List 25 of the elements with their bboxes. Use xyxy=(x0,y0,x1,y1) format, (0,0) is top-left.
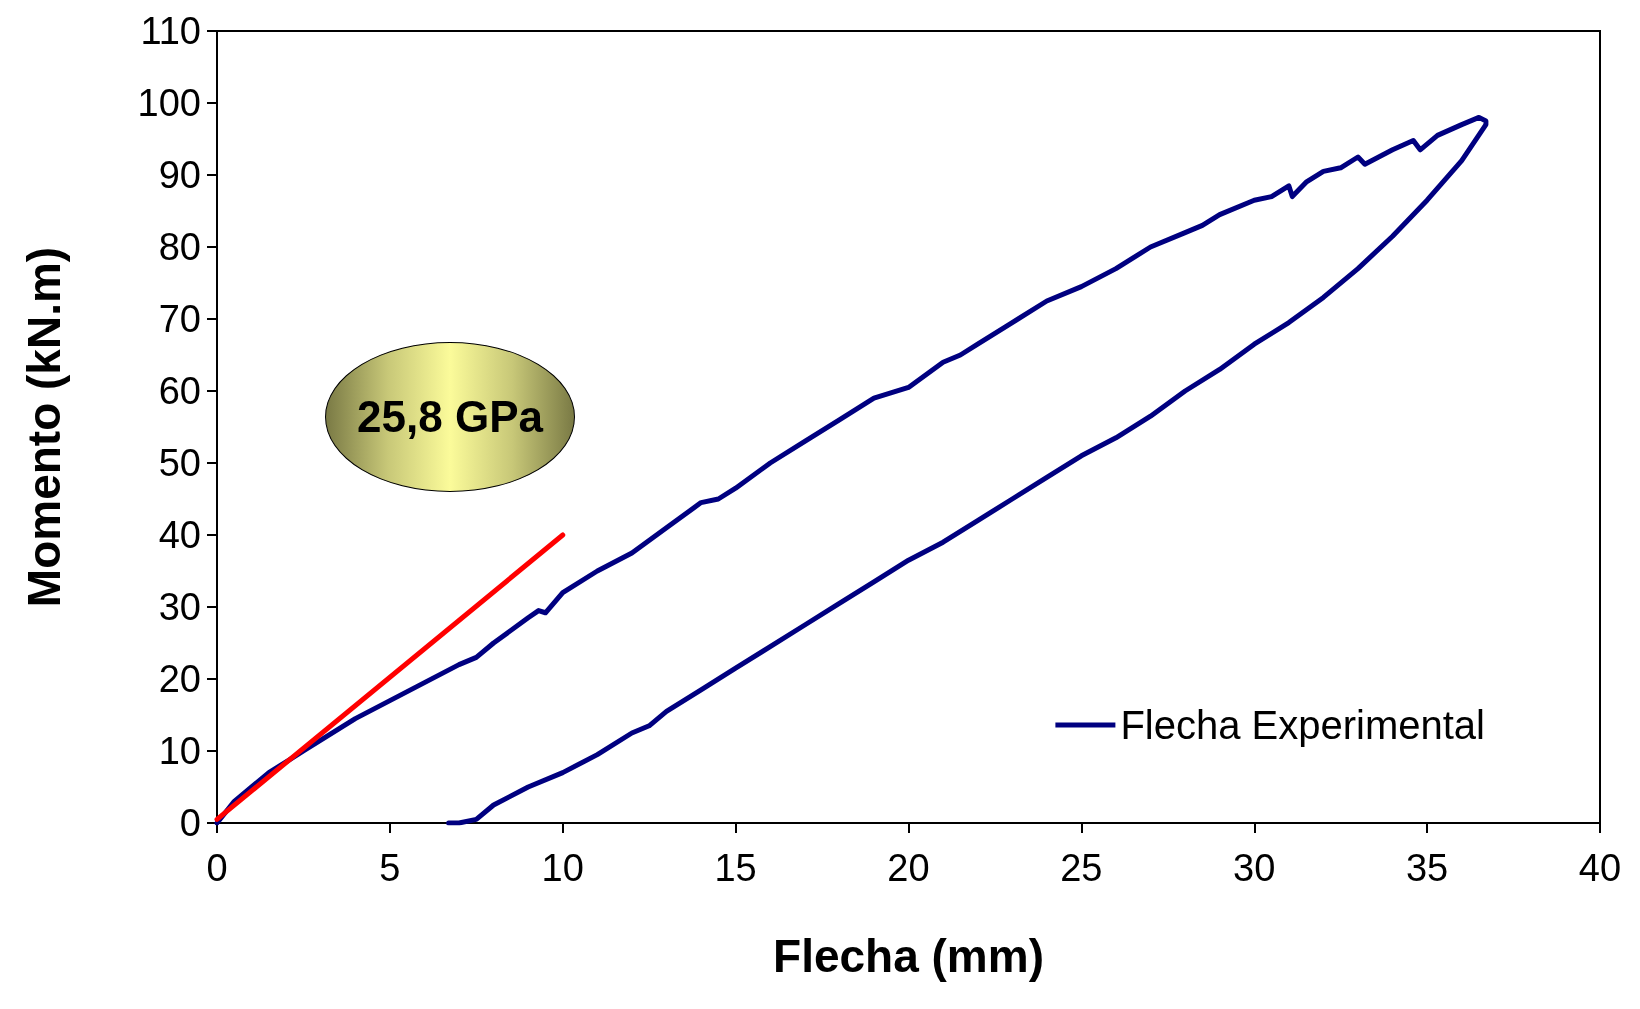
y-tick-label: 40 xyxy=(158,514,201,556)
y-tick-label: 110 xyxy=(140,10,201,52)
y-tick-label: 100 xyxy=(137,82,201,124)
y-tick-label: 70 xyxy=(158,298,201,340)
x-tick-label: 40 xyxy=(1578,847,1622,889)
y-tick-label: 50 xyxy=(158,442,201,484)
y-axis-title: Momento (kN.m) xyxy=(18,246,70,608)
y-tick-label: 60 xyxy=(158,370,201,412)
x-axis-title: Flecha (mm) xyxy=(773,930,1044,982)
x-tick-label: 5 xyxy=(379,847,401,889)
x-tick-label: 20 xyxy=(887,847,930,889)
x-tick-label: 0 xyxy=(206,847,228,889)
y-tick-label: 10 xyxy=(158,730,201,772)
y-tick-label: 0 xyxy=(179,802,201,844)
ellipse-badge: 25,8 GPa xyxy=(325,342,575,492)
x-tick-label: 30 xyxy=(1233,847,1276,889)
legend-label: Flecha Experimental xyxy=(1120,703,1485,747)
y-tick-label: 20 xyxy=(158,658,201,700)
x-tick-label: 35 xyxy=(1405,847,1449,889)
y-tick-label: 80 xyxy=(158,226,201,268)
y-tick-label: 90 xyxy=(158,154,201,196)
x-tick-label: 10 xyxy=(541,847,584,889)
y-tick-label: 30 xyxy=(158,586,201,628)
x-tick-label: 15 xyxy=(714,847,757,889)
x-tick-label: 25 xyxy=(1060,847,1103,889)
